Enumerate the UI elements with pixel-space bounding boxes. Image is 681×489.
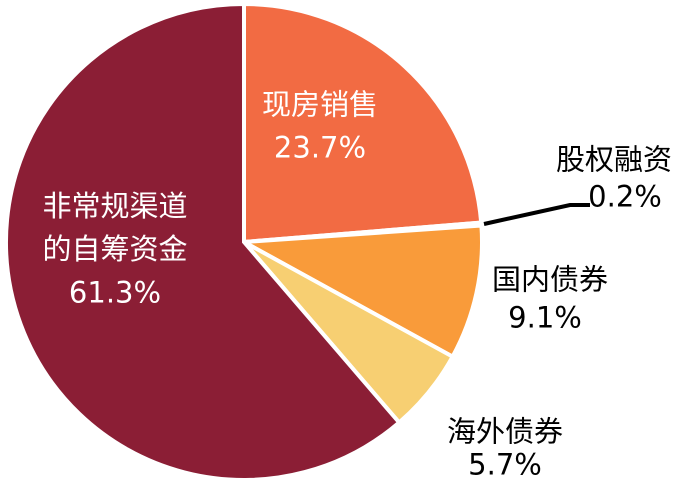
leader-line xyxy=(483,203,590,226)
slice-label: 海外债券 xyxy=(446,414,564,449)
value-label: 0.2% xyxy=(588,179,662,214)
slice-label: 现房销售 xyxy=(261,87,379,122)
pie-slice xyxy=(242,1,484,245)
value-label: 23.7% xyxy=(273,130,367,165)
value-label: 5.7% xyxy=(468,447,542,482)
pie-slice xyxy=(4,1,402,482)
pie-slice xyxy=(237,223,484,360)
value-label: 9.1% xyxy=(508,300,582,335)
slice-label: 国内债券 xyxy=(491,262,609,297)
slice-label: 股权融资 xyxy=(555,142,673,177)
slice-label: 非常规渠道的自筹资金 xyxy=(42,189,188,266)
value-label: 61.3% xyxy=(68,275,162,310)
